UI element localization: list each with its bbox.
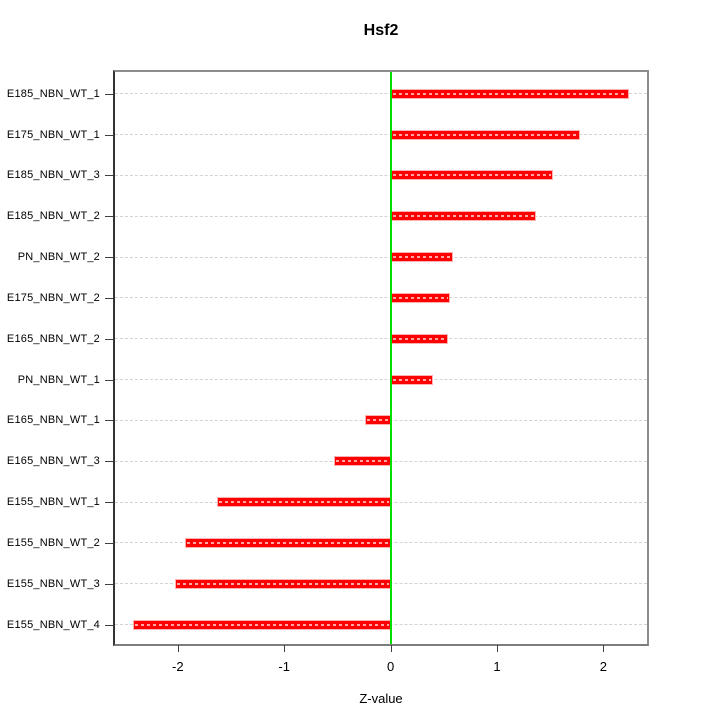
category-label: E165_NBN_WT_3 [6,455,100,468]
bar-gridline-overlay [392,92,627,95]
bar [390,129,580,140]
y-axis-tick [105,583,113,585]
bar-gridline-overlay [135,623,389,626]
category-label: E185_NBN_WT_3 [6,169,100,182]
bar [133,619,391,630]
category-label: E175_NBN_WT_2 [6,291,100,304]
x-axis-tick [390,645,392,652]
x-tick-label: 2 [599,659,607,674]
x-axis-tick [603,645,605,652]
y-axis-tick [105,624,113,626]
y-axis-tick [105,461,113,463]
x-tick-label: -1 [278,659,290,674]
bar-gridline-overlay [392,256,452,259]
bar-gridline-overlay [392,378,432,381]
y-axis-tick [105,502,113,504]
bar-gridline-overlay [187,541,389,544]
y-axis-tick [105,338,113,340]
x-tick-label: 0 [386,659,395,674]
bar-gridline-overlay [219,501,389,504]
y-axis-tick [105,542,113,544]
bar-gridline-overlay [392,215,535,218]
category-label: E175_NBN_WT_1 [6,128,100,141]
bar [390,374,434,385]
bar [390,211,537,222]
category-label: PN_NBN_WT_2 [17,251,100,264]
x-axis-tick [284,645,286,652]
x-axis-tick [496,645,498,652]
grid-line [115,338,647,340]
grid-line [115,379,647,381]
bar [390,88,629,99]
bar [217,497,391,508]
bar [390,333,449,344]
x-tick-label: 1 [493,659,501,674]
bar-gridline-overlay [392,337,447,340]
bar-gridline-overlay [336,460,389,463]
grid-line [115,174,647,176]
category-label: E155_NBN_WT_3 [6,577,100,590]
category-label: E185_NBN_WT_2 [6,210,100,223]
bar [390,170,554,181]
y-axis-tick [105,175,113,177]
y-axis-tick [105,420,113,422]
bar-gridline-overlay [176,582,389,585]
bar [390,252,454,263]
category-label: E185_NBN_WT_1 [6,87,100,100]
grid-line [115,134,647,136]
grid-line [115,93,647,95]
y-axis-tick [105,297,113,299]
bar [390,292,451,303]
chart-title: Hsf2 [363,22,399,39]
y-axis-tick [105,134,113,136]
x-tick-label: -2 [171,659,184,674]
bar [174,578,391,589]
bar [185,537,391,548]
y-axis-tick [105,216,113,218]
category-label: E155_NBN_WT_2 [6,536,100,549]
grid-line [115,256,647,258]
y-axis-tick [105,379,113,381]
x-axis-title: Z-value [359,691,403,706]
category-label: E155_NBN_WT_1 [6,496,100,509]
bar [334,456,391,467]
grid-line [115,215,647,217]
plot-area [113,70,649,646]
bar-gridline-overlay [367,419,389,422]
y-axis-tick [105,257,113,259]
bar-gridline-overlay [392,133,578,136]
category-label: E155_NBN_WT_4 [6,618,100,631]
category-label: E165_NBN_WT_1 [6,414,100,427]
bar-gridline-overlay [392,174,552,177]
y-axis-tick [105,93,113,95]
bar [365,415,391,426]
category-label: E165_NBN_WT_2 [6,332,100,345]
bar-gridline-overlay [392,296,449,299]
x-axis-tick [177,645,179,652]
grid-line [115,297,647,299]
category-label: PN_NBN_WT_1 [17,373,100,386]
zero-reference-line [389,72,392,644]
